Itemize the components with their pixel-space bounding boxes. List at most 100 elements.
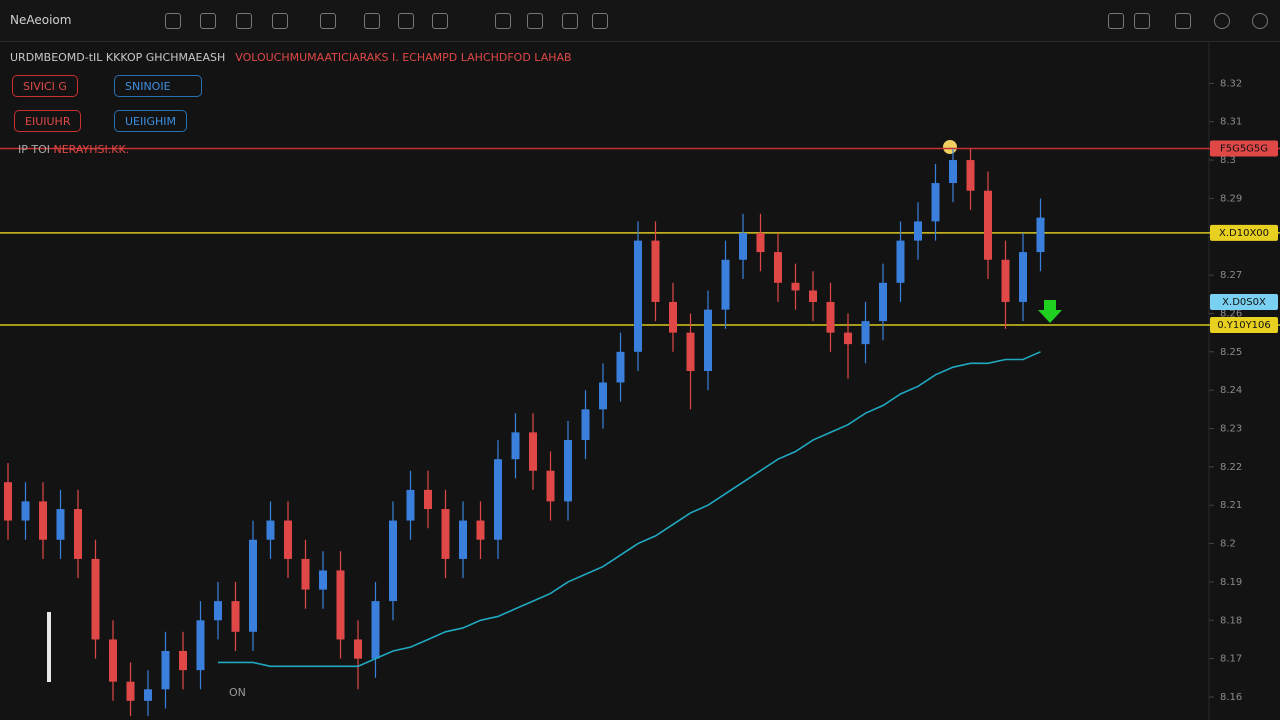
y-tick-label: 8.21: [1220, 500, 1242, 511]
price-tag: [1210, 224, 1278, 241]
signal-marker: [943, 140, 957, 154]
candle-body: [1001, 259, 1010, 302]
volume-marker: [47, 612, 51, 682]
candle-body: [1019, 252, 1027, 302]
order-button[interactable]: EIUIUHR: [14, 110, 82, 132]
price-tag-label: F5G5G5G: [1220, 144, 1268, 155]
candle-body: [791, 282, 800, 291]
candle-body: [179, 650, 187, 671]
y-tick-label: 8.18: [1220, 615, 1242, 626]
tool-icon[interactable]: [495, 13, 511, 29]
logo[interactable]: NeAeoiom: [10, 13, 72, 27]
candle-body: [599, 382, 607, 410]
tool-icon[interactable]: [200, 13, 216, 29]
y-tick-label: 8.3: [1220, 155, 1236, 166]
candle-body: [74, 509, 82, 559]
order-button[interactable]: UEIIGHIM: [114, 110, 188, 132]
candle-body: [879, 282, 887, 322]
candle-body: [354, 639, 362, 659]
price-tag-label: 0.Y10Y106: [1217, 320, 1271, 331]
order-button[interactable]: SNINOIE: [114, 75, 202, 97]
candle-body: [809, 290, 817, 302]
candle-body: [144, 689, 152, 701]
candle-body: [406, 489, 415, 521]
tool-icon[interactable]: [364, 13, 380, 29]
tool-icon[interactable]: [562, 13, 578, 29]
y-tick-label: 8.16: [1220, 692, 1242, 703]
candle-body: [476, 520, 485, 540]
candle-body: [494, 459, 502, 540]
tool-icon[interactable]: [1252, 13, 1268, 29]
y-tick-label: 8.22: [1220, 462, 1242, 473]
tool-icon[interactable]: [320, 13, 336, 29]
tool-icon[interactable]: [1175, 13, 1191, 29]
y-tick-label: 8.29: [1220, 193, 1242, 204]
tool-icon[interactable]: [527, 13, 543, 29]
tool-icon[interactable]: [592, 13, 608, 29]
candle-body: [424, 489, 432, 510]
candle-body: [634, 240, 642, 352]
candle-body: [984, 190, 992, 260]
candle-body: [704, 309, 712, 371]
legend: URDMBEOMD-tIL KKKOP GHCHMAEASH VOLOUCHMUM…: [10, 51, 572, 64]
tool-icon[interactable]: [1214, 13, 1230, 29]
candle-body: [844, 332, 852, 345]
y-tick-label: 8.31: [1220, 117, 1242, 128]
candle-body: [284, 520, 292, 559]
order-button[interactable]: SIVICI G: [12, 75, 78, 97]
candle-body: [231, 601, 240, 632]
moving-average-line: [218, 351, 1041, 668]
candle-body: [721, 259, 730, 310]
candle-body: [826, 301, 835, 333]
candle-body: [529, 432, 537, 471]
candle-body: [214, 601, 222, 621]
tool-icon[interactable]: [165, 13, 181, 29]
candle-body: [914, 221, 922, 241]
y-tick-label: 8.2: [1220, 539, 1236, 550]
y-tick-label: 8.24: [1220, 385, 1242, 396]
price-tag-label: X.D0S0X: [1222, 297, 1266, 308]
price-tag: [1210, 293, 1278, 310]
candle-body: [196, 620, 205, 671]
price-tag: [1210, 140, 1278, 157]
note: IP TOI NERAYHSI.KK.: [18, 143, 129, 156]
candle-body: [564, 440, 572, 502]
y-tick-label: 8.17: [1220, 654, 1242, 665]
price-tag-label: X.D10X00: [1219, 228, 1269, 239]
y-tick-label: 8.23: [1220, 424, 1242, 435]
y-tick-label: 8.25: [1220, 347, 1242, 358]
candle-body: [861, 321, 870, 345]
candle-body: [371, 601, 380, 659]
tool-icon[interactable]: [398, 13, 414, 29]
tool-icon[interactable]: [272, 13, 288, 29]
candle-body: [109, 639, 117, 682]
candle-body: [966, 160, 975, 191]
tool-icon[interactable]: [1108, 13, 1124, 29]
candle-body: [459, 520, 467, 559]
bottom-label[interactable]: ON: [229, 686, 246, 699]
toolbar: NeAeoiom: [0, 0, 1280, 42]
candle-body: [931, 183, 940, 222]
y-tick-label: 8.26: [1220, 308, 1242, 319]
signal-arrow: [1038, 300, 1062, 323]
indicator-label: VOLOUCHMUMAATICIARAKS I. ECHAMPD LAHCHDF…: [235, 51, 572, 64]
candle-body: [21, 501, 30, 521]
tool-icon[interactable]: [432, 13, 448, 29]
candle-body: [56, 509, 65, 540]
note-prefix: IP TOI: [18, 143, 50, 156]
candle-body: [319, 570, 327, 590]
tool-icon[interactable]: [1134, 13, 1150, 29]
candle-body: [949, 160, 957, 184]
candle-body: [616, 351, 625, 383]
candle-body: [581, 409, 590, 441]
candle-body: [774, 252, 782, 283]
candle-body: [756, 232, 765, 253]
candle-body: [91, 558, 100, 640]
candle-body: [651, 240, 660, 302]
tool-icon[interactable]: [236, 13, 252, 29]
candle-body: [126, 681, 135, 701]
candle-body: [301, 558, 310, 590]
candle-body: [249, 539, 257, 632]
